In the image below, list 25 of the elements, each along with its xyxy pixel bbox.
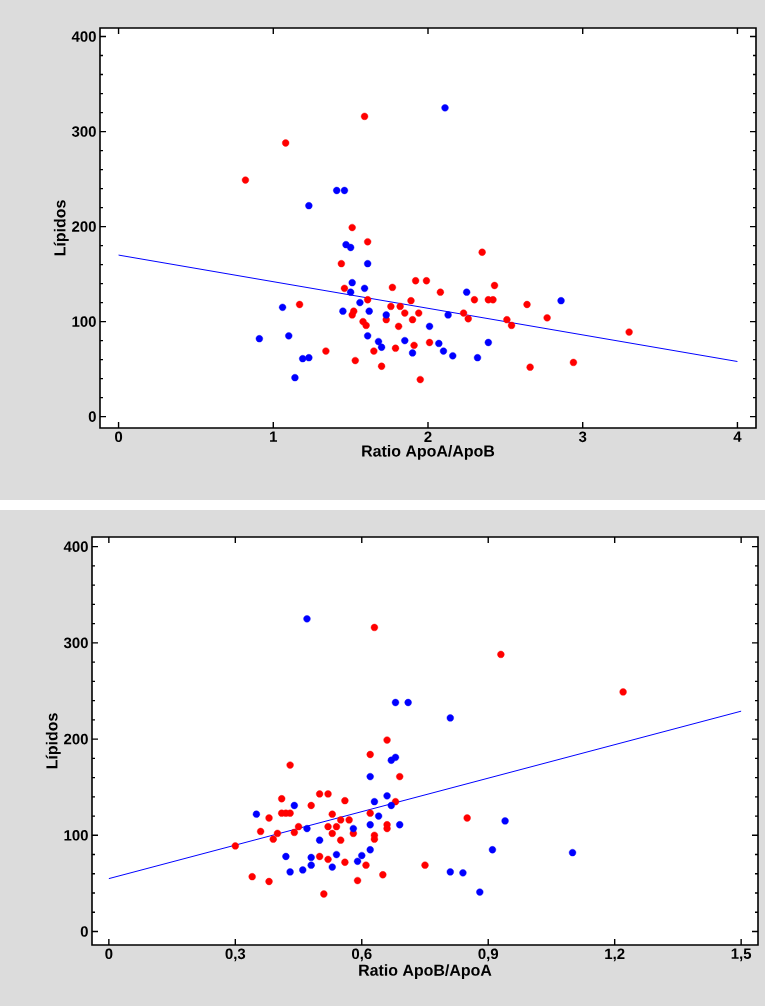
- x-tick-label: 0,3: [225, 948, 246, 962]
- x-tick-label: 0,6: [351, 948, 372, 962]
- x-tick-label: 0,9: [478, 948, 499, 962]
- y-tick-label: 300: [71, 126, 96, 137]
- y-tick-label: 200: [64, 733, 88, 745]
- y-tick-label: 400: [71, 31, 96, 42]
- y-tick-label: 0: [80, 926, 88, 937]
- x-tick-label: 2: [424, 431, 432, 442]
- y-tick-label: 0: [88, 411, 96, 422]
- y-tick-label: 100: [72, 316, 96, 327]
- y-tick-label: 300: [63, 637, 88, 649]
- x-tick-label: 4: [733, 431, 742, 442]
- y-tick-label: 400: [63, 541, 88, 552]
- x-axis-title: Ratio ApoA/ApoB: [362, 444, 495, 460]
- x-tick-label: 3: [578, 431, 587, 443]
- y-axis-title: Lípidos: [53, 200, 69, 256]
- y-tick-label: 200: [72, 221, 96, 232]
- x-tick-label: 1,2: [605, 948, 625, 962]
- x-tick-label: 0: [115, 431, 123, 443]
- x-tick-label: 1,5: [731, 948, 752, 962]
- y-tick-label: 100: [64, 830, 88, 841]
- x-tick-label: 1: [270, 431, 278, 442]
- x-tick-label: 0: [105, 948, 113, 960]
- y-axis-title: Lípidos: [45, 713, 61, 769]
- x-axis-title: Ratio ApoB/ApoA: [359, 964, 492, 979]
